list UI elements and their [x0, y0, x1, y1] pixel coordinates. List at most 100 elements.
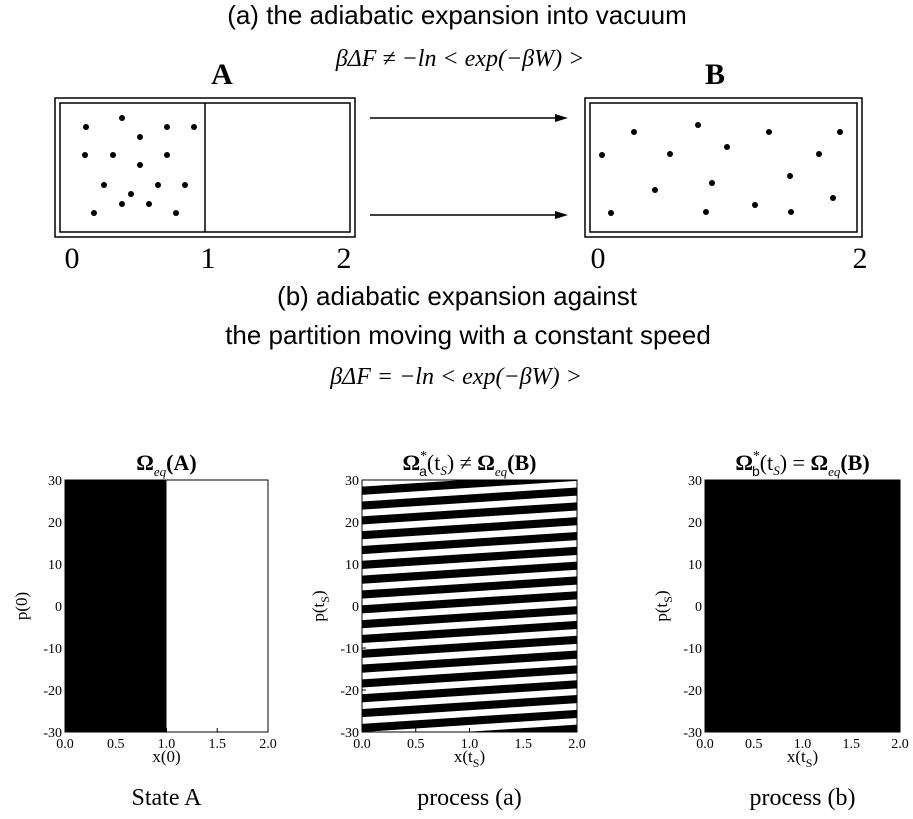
stripe	[362, 546, 577, 569]
text-part: )	[652, 590, 671, 596]
phase-region	[362, 480, 577, 732]
text-part: eq	[154, 464, 167, 479]
text-part: x(t	[454, 747, 473, 766]
text-part: eq	[495, 464, 508, 479]
particle	[724, 144, 730, 150]
y-tick-label: -10	[683, 642, 702, 657]
particle	[752, 202, 758, 208]
text-part: p(0)	[12, 592, 31, 620]
y-tick-label: 10	[688, 558, 702, 573]
panel-caption: process (a)	[417, 785, 522, 811]
y-tick-label: 0	[695, 600, 702, 615]
y-tick-label: -30	[43, 726, 62, 741]
panel-title: Ωeq(A)	[136, 450, 196, 479]
panel-caption: State A	[132, 785, 203, 811]
particle	[164, 152, 170, 158]
text-part: p(t	[652, 602, 671, 621]
y-tick-label: -20	[683, 684, 702, 699]
stripe	[362, 487, 577, 510]
y-axis-label: p(0)	[12, 592, 31, 620]
box-tick-label: 0	[65, 242, 80, 275]
stripe	[362, 517, 577, 540]
text-part: eq	[828, 464, 841, 479]
text-part: Ω	[136, 450, 154, 475]
x-tick-label: 0.0	[696, 737, 714, 752]
box-tick-label: 1	[201, 242, 216, 275]
particle	[119, 201, 125, 207]
y-tick-label: 0	[55, 600, 62, 615]
y-axis-label: p(tS)	[309, 590, 332, 621]
particle	[787, 173, 793, 179]
stripe	[362, 502, 577, 525]
stripe	[362, 561, 577, 584]
particle	[119, 115, 125, 121]
x-tick-label: 1.0	[158, 737, 176, 752]
stripe	[464, 724, 577, 732]
stripe	[362, 480, 577, 495]
text-part: =	[787, 450, 810, 475]
text-part: )	[309, 590, 328, 596]
panels: -30 -20 -10 0 10 20 30 0.0 0.5 1.0 1.5 2.0 x(0) p(0) Ω…	[12, 449, 909, 811]
part-b-formula: βΔF = −ln < exp(−βW) >	[329, 364, 582, 390]
particle	[788, 209, 794, 215]
text-part: S	[318, 596, 332, 603]
panel: -30 -20 -10 0 10 20 30 0.0 0.5 1.0 1.5 2.0 x(0) p(0) Ω…	[12, 450, 277, 811]
particle	[599, 152, 605, 158]
y-tick-label: 10	[345, 558, 359, 573]
text-part: S	[773, 463, 780, 478]
text-part: S	[806, 756, 813, 770]
stripe	[362, 665, 577, 688]
y-tick-label: 20	[48, 516, 62, 531]
stripe	[362, 709, 577, 732]
y-tick-label: 10	[48, 558, 62, 573]
stripe	[362, 650, 577, 673]
stripe	[362, 576, 577, 599]
x-tick-label: 1.5	[515, 737, 533, 752]
box-tick-label: 0	[591, 242, 606, 275]
particle	[709, 180, 715, 186]
region-fill	[65, 480, 167, 732]
particle	[837, 129, 843, 135]
particle	[101, 182, 107, 188]
stripe	[362, 620, 577, 644]
y-tick-label: 20	[688, 516, 702, 531]
box-label: A	[211, 58, 233, 91]
particle	[191, 124, 197, 130]
stripe	[362, 606, 577, 629]
text-part: (B)	[507, 450, 536, 475]
text-part: (B)	[840, 450, 869, 475]
text-part: )	[447, 450, 454, 475]
y-tick-label: 30	[688, 474, 702, 489]
particle	[667, 151, 673, 157]
y-tick-label: 30	[345, 474, 359, 489]
y-tick-label: -10	[340, 642, 359, 657]
x-axis-label: x(0)	[152, 747, 180, 766]
box-label: B	[705, 58, 725, 91]
particle	[182, 182, 188, 188]
text-part: *	[753, 449, 760, 464]
particle	[703, 209, 709, 215]
particle	[766, 129, 772, 135]
panel-title: Ω* b(tS) = Ωeq(B)	[735, 449, 869, 479]
particle	[155, 182, 161, 188]
particle	[110, 152, 116, 158]
x-tick-label: 0.5	[407, 737, 425, 752]
y-axis-label: p(tS)	[652, 590, 675, 621]
y-tick-label: -10	[43, 642, 62, 657]
part-b-title: the partition moving with a constant spe…	[225, 320, 711, 350]
y-tick-label: -20	[340, 684, 359, 699]
text-part: b	[752, 463, 760, 479]
boxes	[54, 97, 863, 238]
y-tick-label: 20	[345, 516, 359, 531]
x-tick-label: 0.0	[353, 737, 371, 752]
part-b-title: (b) adiabatic expansion against	[277, 281, 638, 311]
particle	[695, 122, 701, 128]
text-part: x(t	[787, 747, 806, 766]
y-tick-label: 30	[48, 474, 62, 489]
particle	[137, 134, 143, 140]
particle	[631, 129, 637, 135]
phase-region	[705, 480, 900, 732]
box-tick-label: 2	[337, 242, 352, 275]
